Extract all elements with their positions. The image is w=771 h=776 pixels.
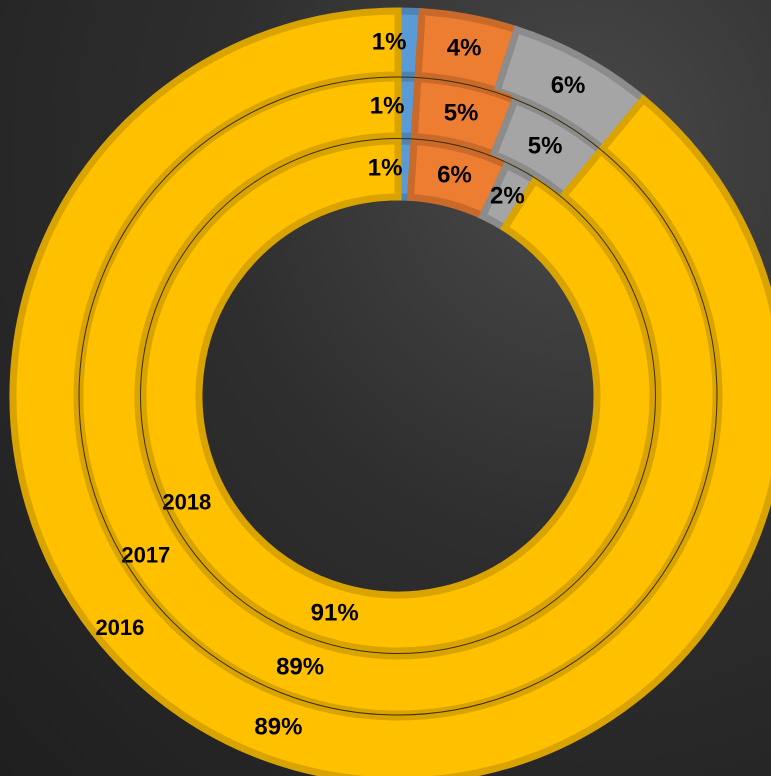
- data-label: 2%: [490, 182, 525, 209]
- ring-label: 2017: [121, 542, 170, 567]
- data-label: 1%: [368, 154, 403, 181]
- ring-divider: [78, 76, 718, 716]
- data-label: 5%: [528, 133, 563, 160]
- data-label: 89%: [254, 713, 302, 740]
- data-label: 89%: [276, 653, 324, 680]
- data-label: 4%: [447, 35, 482, 62]
- data-label: 6%: [551, 72, 586, 99]
- data-label: 1%: [372, 29, 407, 56]
- ring-label: 2018: [162, 489, 211, 514]
- data-label: 6%: [437, 161, 472, 188]
- data-label: 1%: [370, 92, 405, 119]
- ring-divider: [140, 138, 656, 654]
- donut-segment: [139, 137, 657, 655]
- ring-label: 2016: [95, 615, 144, 640]
- donut-segment: [76, 74, 720, 718]
- data-label: 5%: [444, 99, 479, 126]
- data-label: 91%: [311, 599, 359, 626]
